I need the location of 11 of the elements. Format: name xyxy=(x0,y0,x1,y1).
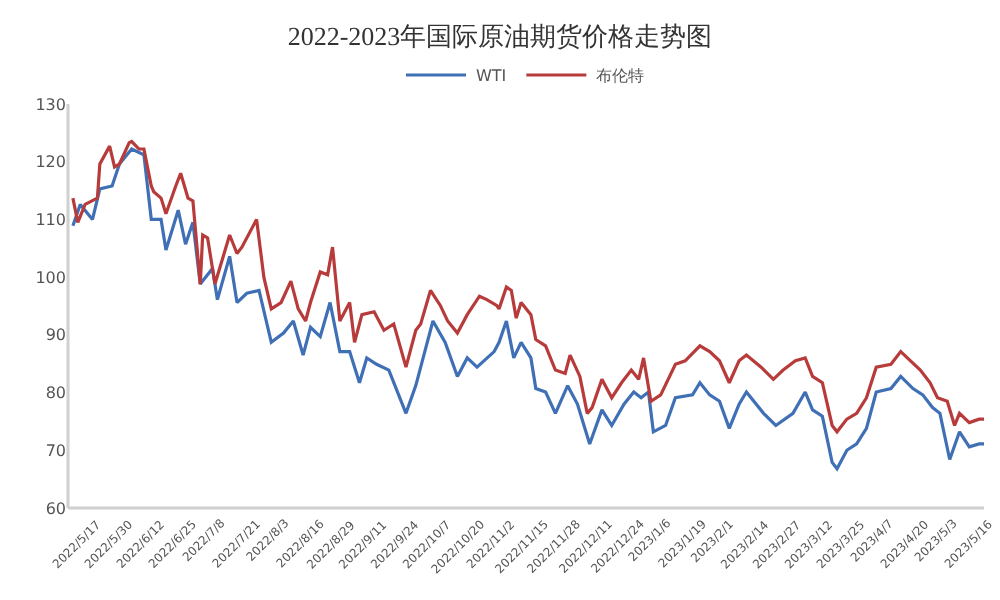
y-tick-label: 120 xyxy=(35,153,66,172)
y-tick-label: 90 xyxy=(45,326,66,345)
y-tick-label: 110 xyxy=(35,211,66,230)
legend-label: 布伦特 xyxy=(596,67,645,86)
chart-title: 2022-2023年国际原油期货价格走势图 xyxy=(287,21,713,52)
y-tick-label: 100 xyxy=(35,268,66,287)
y-tick-label: 80 xyxy=(45,384,66,403)
legend-label: WTI xyxy=(476,67,507,86)
y-tick-label: 70 xyxy=(45,441,66,460)
y-tick-label: 130 xyxy=(35,95,66,114)
y-tick-label: 60 xyxy=(45,499,66,518)
